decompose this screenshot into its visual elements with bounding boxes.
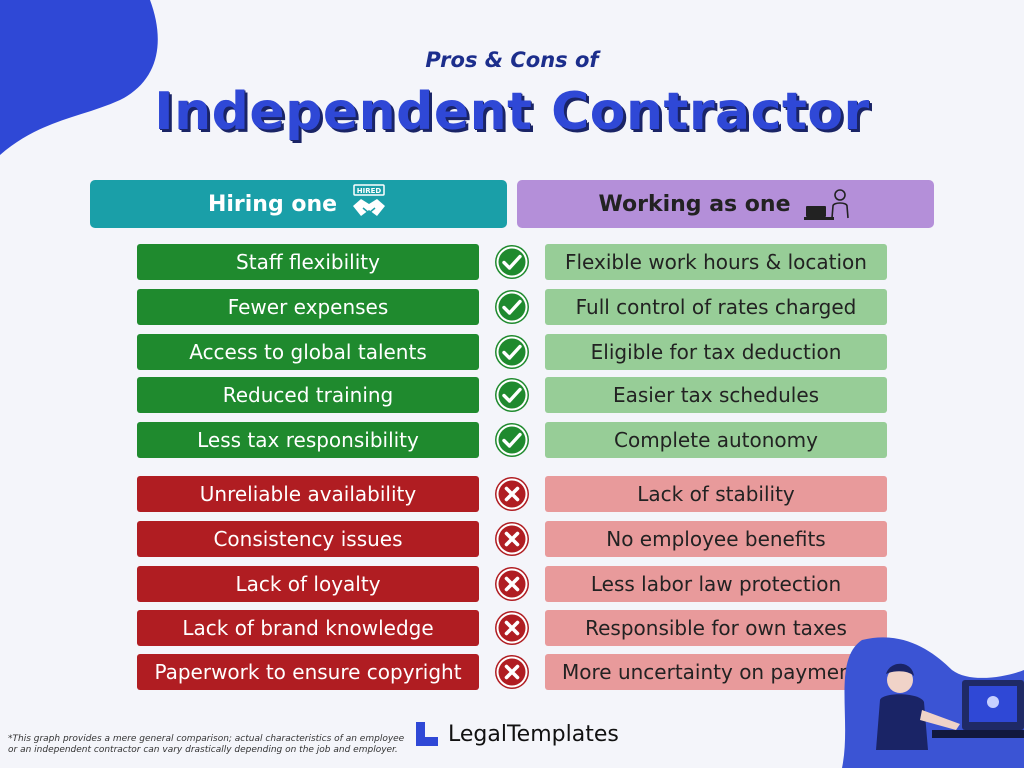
legaltemplates-logo-icon (416, 722, 438, 746)
brand-name: LegalTemplates (448, 721, 619, 747)
pro-working-item: Flexible work hours & location (545, 244, 887, 280)
decorative-blob (0, 0, 158, 155)
con-hiring-item: Unreliable availability (137, 476, 479, 512)
pro-working-item: Complete autonomy (545, 422, 887, 458)
cross-icon (494, 654, 530, 690)
hired-handshake-icon: HIRED (349, 184, 389, 224)
page-subtitle: Pros & Cons of (425, 48, 599, 72)
pro-hiring-item: Access to global talents (137, 334, 479, 370)
con-hiring-item: Lack of loyalty (137, 566, 479, 602)
checkmark-icon (494, 422, 530, 458)
con-working-item: Lack of stability (545, 476, 887, 512)
hiring-column-label: Hiring one (207, 191, 338, 217)
cross-icon (494, 610, 530, 646)
pro-working-item: Easier tax schedules (545, 377, 887, 413)
con-working-item: Less labor law protection (545, 566, 887, 602)
checkmark-icon (494, 289, 530, 325)
person-at-computer-illustration (842, 637, 1024, 768)
checkmark-icon (494, 244, 530, 280)
cross-icon (494, 521, 530, 557)
pro-working-item: Eligible for tax deduction (545, 334, 887, 370)
hiring-column-header: Hiring one HIRED (90, 180, 507, 228)
person-at-laptop-icon (802, 184, 852, 224)
page-title: Independent Contractor (154, 82, 870, 142)
con-hiring-item: Consistency issues (137, 521, 479, 557)
pro-hiring-item: Less tax responsibility (137, 422, 479, 458)
pro-hiring-item: Staff flexibility (137, 244, 479, 280)
cross-icon (494, 566, 530, 602)
working-column-label: Working as one (598, 191, 791, 217)
pro-hiring-item: Reduced training (137, 377, 479, 413)
cross-icon (494, 476, 530, 512)
con-hiring-item: Paperwork to ensure copyright (137, 654, 479, 690)
working-column-header: Working as one (517, 180, 934, 228)
pro-hiring-item: Fewer expenses (137, 289, 479, 325)
con-working-item: More uncertainty on payments (545, 654, 887, 690)
con-working-item: Responsible for own taxes (545, 610, 887, 646)
checkmark-icon (494, 334, 530, 370)
hired-icon-text: HIRED (357, 187, 382, 195)
con-working-item: No employee benefits (545, 521, 887, 557)
pro-working-item: Full control of rates charged (545, 289, 887, 325)
checkmark-icon (494, 377, 530, 413)
con-hiring-item: Lack of brand knowledge (137, 610, 479, 646)
brand-logo: LegalTemplates (416, 720, 619, 748)
footnote: *This graph provides a mere general comp… (8, 734, 405, 755)
